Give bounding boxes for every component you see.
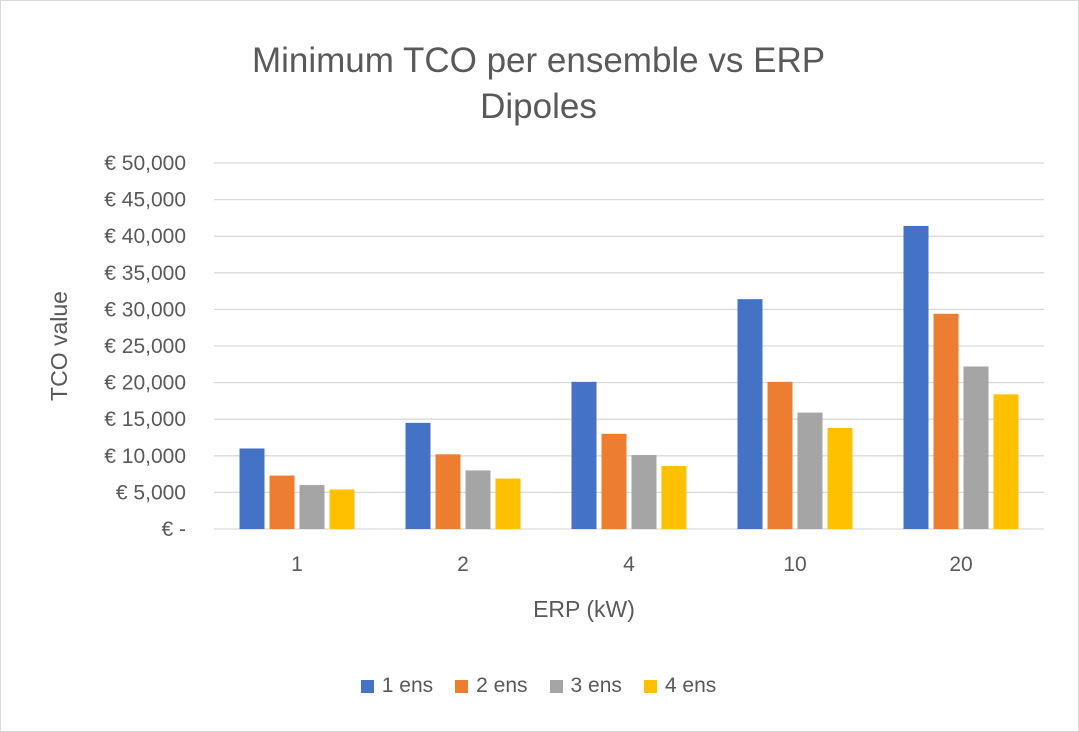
bar-1-ens-erp-2 [405,422,431,529]
legend-label: 2 ens [476,674,528,697]
y-tick-label: € 45,000 [104,189,186,212]
x-tick-label: 20 [949,553,972,576]
bar-1-ens-erp-4 [571,381,597,529]
legend-label: 3 ens [570,674,622,697]
y-tick-label: € 20,000 [104,372,186,395]
bar-3-ens-erp-10 [797,412,823,529]
x-axis-ticks: 1 2 4 10 20 [291,553,973,576]
legend-item: 3 ens [549,674,622,698]
x-tick-label: 2 [457,553,469,576]
bar-4-ens-erp-2 [495,478,521,529]
chart-title-line1: Minimum TCO per ensemble vs ERP [251,41,826,80]
legend-swatch [549,679,563,693]
bar-2-ens-erp-10 [767,381,793,529]
legend-item: 1 ens [360,674,434,698]
y-tick-label: € 10,000 [104,445,186,468]
legend-label: 1 ens [381,674,434,697]
bar-3-ens-erp-1 [299,485,325,529]
y-tick-label: € 35,000 [104,262,186,285]
bar-2-ens-erp-20 [933,313,959,529]
bar-2-ens-erp-2 [435,454,461,529]
legend: 1 ens 2 ens 3 ens 4 ens [0,674,1077,698]
bar-4-ens-erp-4 [661,466,687,529]
y-tick-label: € 25,000 [104,335,186,358]
legend-swatch [643,679,657,693]
bar-3-ens-erp-4 [631,455,657,529]
y-tick-label: € 40,000 [104,225,186,248]
bar-4-ens-erp-1 [329,489,355,529]
bar-4-ens-erp-10 [827,427,853,529]
bar-1-ens-erp-20 [903,225,929,529]
chart-title: Minimum TCO per ensemble vs ERP Dipoles [0,38,1077,130]
chart-title-line2: Dipoles [480,87,597,126]
x-tick-label: 1 [291,553,303,576]
bar-3-ens-erp-2 [465,470,491,529]
y-axis-label: TCO value [46,291,72,401]
bars [239,225,1019,529]
x-axis-label: ERP (kW) [533,596,635,622]
x-tick-label: 4 [623,553,635,576]
bar-3-ens-erp-20 [963,366,989,529]
bar-1-ens-erp-10 [737,299,763,529]
x-tick-label: 10 [783,553,806,576]
legend-label: 4 ens [664,674,717,697]
y-tick-label: € 50,000 [104,152,186,175]
legend-item: 2 ens [455,674,528,698]
bar-2-ens-erp-4 [601,433,627,529]
legend-item: 4 ens [643,674,717,698]
bar-2-ens-erp-1 [269,475,295,529]
y-tick-label: € 30,000 [104,298,186,321]
y-axis-ticks: € - € 5,000 € 10,000 € 15,000 € 20,000 € 25,0… [104,152,186,541]
bar-4-ens-erp-20 [993,394,1019,529]
y-tick-label: € 15,000 [104,408,186,431]
legend-swatch [455,679,469,693]
y-tick-label: € 5,000 [116,481,186,504]
legend-swatch [360,679,374,693]
y-tick-label: € - [161,518,186,541]
bar-1-ens-erp-1 [239,448,265,529]
